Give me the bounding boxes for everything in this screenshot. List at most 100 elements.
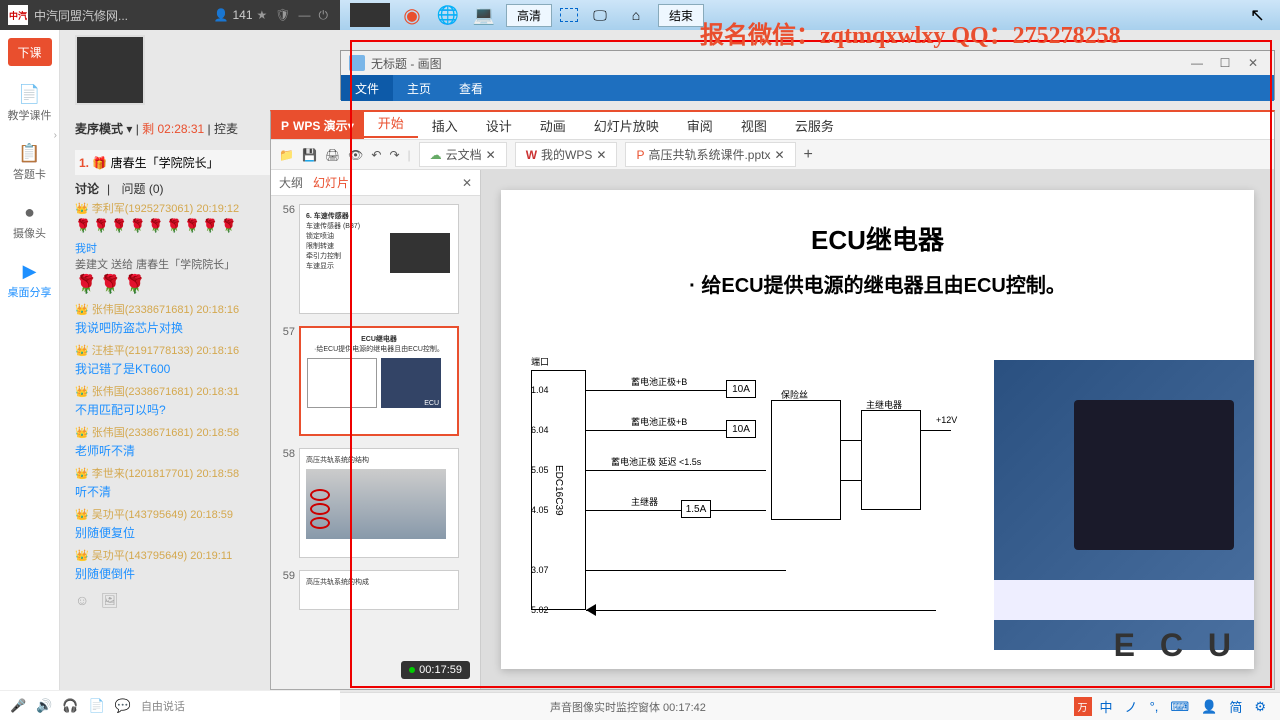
auto-speak[interactable]: 自由说话 <box>141 698 185 714</box>
rail-tab-slides[interactable]: 幻灯片 <box>313 174 349 191</box>
print-icon[interactable]: 🖨 <box>325 148 340 162</box>
wps-menu-cloud[interactable]: 云服务 <box>781 116 848 135</box>
headset-icon[interactable]: 🎧 <box>62 698 78 714</box>
ime-simp[interactable]: 简 <box>1225 695 1246 718</box>
task-screen-icon[interactable]: 🖵 <box>586 4 614 26</box>
main-slide-area: ECU继电器 · 给ECU提供电源的继电器且由ECU控制。 端口 EDC16C3… <box>481 170 1274 689</box>
task-app2[interactable]: ◉ <box>398 4 426 26</box>
task-home-icon[interactable]: ⌂ <box>622 4 650 26</box>
wps-menu-view[interactable]: 视图 <box>727 116 781 135</box>
ime-icons: 万 中 ノ °, ⌨ 👤 简 ⚙ <box>1074 695 1270 718</box>
save-icon[interactable]: 💾 <box>302 148 317 162</box>
ime-moon[interactable]: ノ <box>1121 695 1142 718</box>
slide-rail: 大纲 幻灯片 ✕ 56 6. 车速传感器车速传感器 (B37)锁定喷油限制转速牵… <box>271 170 481 689</box>
host-avatar[interactable] <box>75 35 145 105</box>
user-icon: 👤 <box>214 8 229 22</box>
wps-menu-anim[interactable]: 动画 <box>526 116 580 135</box>
recording-timer: 00:17:59 <box>401 661 470 679</box>
wps-menu-insert[interactable]: 插入 <box>418 116 472 135</box>
msg-icon[interactable]: 💬 <box>115 698 131 714</box>
task-rect-icon[interactable] <box>560 8 578 22</box>
nav-camera[interactable]: ●摄像头 <box>0 192 59 251</box>
power-icon[interactable]: ⏻ <box>319 8 329 23</box>
task-app3[interactable]: 🌐 <box>434 4 462 26</box>
task-app4[interactable]: 💻 <box>470 4 498 26</box>
shield-icon[interactable]: 🛡 <box>275 8 290 22</box>
doc-icon: 📄 <box>0 84 59 105</box>
undo-icon[interactable]: ↶ <box>371 148 381 162</box>
paint-tab-file[interactable]: 文件 <box>341 75 393 101</box>
end-class-button[interactable]: 下课 <box>8 38 52 66</box>
ime-keyboard[interactable]: ⌨ <box>1166 697 1193 717</box>
preview-icon[interactable]: 👁 <box>348 148 363 162</box>
slide-thumb-58[interactable]: 58 高压共轨系统的结构 <box>279 448 472 558</box>
wps-menu-review[interactable]: 审阅 <box>673 116 727 135</box>
app-titlebar: 中汽 中汽同盟汽修网... 👤 141 ★ 🛡 — ⏻ <box>0 0 340 30</box>
slide-thumb-57[interactable]: 57 ECU继电器·给ECU提供电源的继电器且由ECU控制。ECU <box>279 326 472 436</box>
rail-tab-outline[interactable]: 大纲 <box>279 174 303 191</box>
doc-icon[interactable]: 📄 <box>89 698 105 714</box>
host-name: 唐春生「学院院长」 <box>111 156 219 170</box>
tab-discuss[interactable]: 讨论 <box>75 182 99 196</box>
wps-window: P WPS 演示 ▾ 开始 插入 设计 动画 幻灯片放映 审阅 视图 云服务 📁… <box>270 110 1275 690</box>
slide-canvas[interactable]: ECU继电器 · 给ECU提供电源的继电器且由ECU控制。 端口 EDC16C3… <box>501 190 1254 669</box>
wps-body: 大纲 幻灯片 ✕ 56 6. 车速传感器车速传感器 (B37)锁定喷油限制转速牵… <box>271 170 1274 689</box>
mode-label: 麦序模式 <box>75 122 123 136</box>
new-tab-button[interactable]: + <box>804 146 813 164</box>
mode-ctrl[interactable]: 控麦 <box>214 122 238 136</box>
crown-icon: 👑 <box>75 203 89 215</box>
folder-icon[interactable]: 📁 <box>279 148 294 162</box>
close-button[interactable]: ✕ <box>1240 56 1266 70</box>
doc-tab-cloud[interactable]: ☁云文档✕ <box>419 142 507 167</box>
minimize-button[interactable]: — <box>1184 56 1210 70</box>
app-logo: 中汽 <box>8 5 28 25</box>
mode-row: 麦序模式 ▾ | 剩 02:28:31 | 控麦 <box>75 120 238 137</box>
slide-thumb-56[interactable]: 56 6. 车速传感器车速传感器 (B37)锁定喷油限制转速牵引力控制车速显示 <box>279 204 472 314</box>
crown-icon: 👑 <box>75 468 89 480</box>
paint-title-text: 无标题 - 画图 <box>371 55 442 72</box>
paint-titlebar[interactable]: 无标题 - 画图 — ☐ ✕ <box>341 51 1274 75</box>
nav-screenshare[interactable]: ▶桌面分享 <box>0 251 59 310</box>
crown-icon: 👑 <box>75 386 89 398</box>
rail-close-icon[interactable]: ✕ <box>462 176 472 190</box>
paint-tab-home[interactable]: 主页 <box>393 75 445 101</box>
doc-tab-pptx[interactable]: P高压共轨系统课件.pptx✕ <box>625 142 795 167</box>
wps-menu-show[interactable]: 幻灯片放映 <box>580 116 673 135</box>
slide-title: ECU继电器 <box>531 220 1224 257</box>
wps-logo[interactable]: P WPS 演示 ▾ <box>271 112 364 139</box>
ime-logo[interactable]: 万 <box>1074 697 1092 716</box>
mic-icon[interactable]: 🎤 <box>10 698 26 714</box>
nav-courseware[interactable]: 📄教学课件 <box>0 74 59 133</box>
crown-icon: 👑 <box>75 304 89 316</box>
task-app1[interactable] <box>350 3 390 27</box>
ime-punct[interactable]: °, <box>1146 697 1163 716</box>
nav-answercard[interactable]: 📋答题卡 <box>0 133 59 192</box>
tab-question[interactable]: 问题 <box>121 182 145 196</box>
ime-user[interactable]: 👤 <box>1197 697 1221 717</box>
doc-tab-mywps[interactable]: W我的WPS✕ <box>515 142 618 167</box>
bottom-toolbar: 🎤 🔊 🎧 📄 💬 自由说话 <box>0 690 340 720</box>
slide-thumb-59[interactable]: 59 高压共轨系统的构成 <box>279 570 472 610</box>
redo-icon[interactable]: ↷ <box>389 148 399 162</box>
task-hd[interactable]: 高清 <box>506 4 552 27</box>
app-title: 中汽同盟汽修网... <box>34 7 128 24</box>
minimize-icon[interactable]: — <box>299 8 311 22</box>
star-icon[interactable]: ★ <box>257 8 268 22</box>
speaker-icon[interactable]: 🔊 <box>36 698 52 714</box>
paint-tab-view[interactable]: 查看 <box>445 75 497 101</box>
mouse-cursor: ↖ <box>1250 5 1265 26</box>
watermark-text: 报名微信：zqtmqxwlxy QQ：275278258 <box>700 15 1121 50</box>
crown-icon: 👑 <box>75 509 89 521</box>
wps-menu-start[interactable]: 开始 <box>364 113 418 138</box>
card-icon: 📋 <box>0 143 59 164</box>
paint-window: 无标题 - 画图 — ☐ ✕ 文件 主页 查看 <box>340 50 1275 100</box>
slide-subtitle: · 给ECU提供电源的继电器且由ECU控制。 <box>531 269 1224 298</box>
wps-toolbar: 📁 💾 🖨 👁 ↶ ↷ | ☁云文档✕ W我的WPS✕ P高压共轨系统课件.pp… <box>271 140 1274 170</box>
ime-settings[interactable]: ⚙ <box>1250 697 1270 717</box>
chevron-right-icon[interactable]: › <box>54 130 57 141</box>
user-count: 141 <box>232 8 252 22</box>
task-end[interactable]: 结束 <box>658 4 704 27</box>
wps-menu-design[interactable]: 设计 <box>472 116 526 135</box>
ime-lang[interactable]: 中 <box>1096 695 1117 718</box>
maximize-button[interactable]: ☐ <box>1212 56 1238 70</box>
